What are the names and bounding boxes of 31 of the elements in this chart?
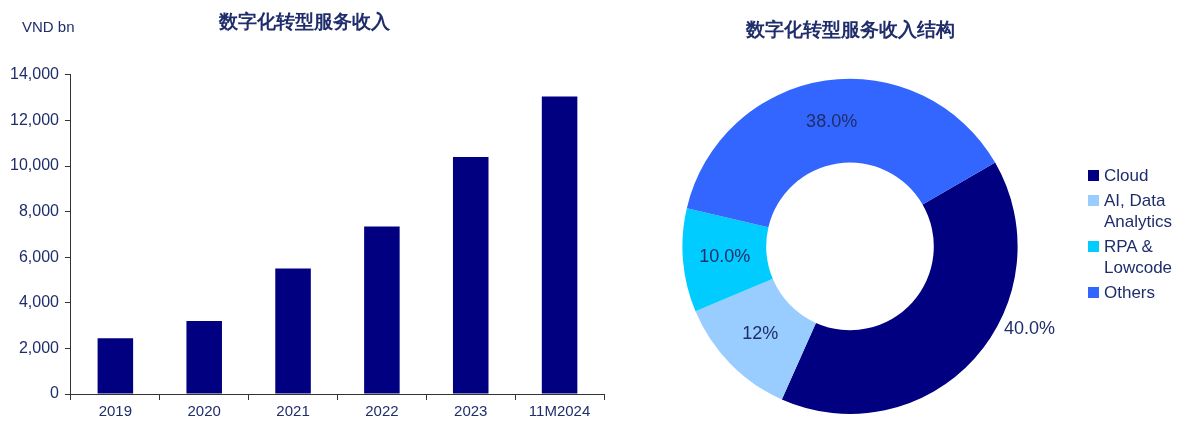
- data-label: 38.0%: [806, 111, 858, 132]
- y-tick-label: 0: [50, 384, 60, 402]
- x-tick-label: 2019: [98, 402, 133, 420]
- data-label: 12%: [742, 323, 779, 344]
- y-tick-label: 8,000: [18, 202, 60, 220]
- legend-label: Cloud: [1104, 165, 1149, 186]
- bar: [275, 268, 311, 394]
- y-tick-label: 2,000: [18, 338, 60, 356]
- legend-label: AI, Data Analytics: [1104, 190, 1174, 232]
- data-label: 10.0%: [699, 245, 751, 266]
- bar: [186, 321, 222, 394]
- bar: [452, 156, 489, 394]
- x-tick-label: 2023: [454, 402, 488, 420]
- x-tick-label: 2022: [365, 402, 399, 420]
- x-tick-label: 2021: [276, 402, 310, 420]
- x-tick-label: 11M2024: [528, 402, 591, 420]
- chart-title: 数字化转型服务收入结构: [744, 18, 955, 41]
- data-label: 40.0%: [1003, 318, 1056, 338]
- legend-label: Others: [1104, 282, 1156, 303]
- y-tick-label: 4,000: [18, 293, 60, 311]
- bar: [97, 338, 134, 394]
- bar: [364, 226, 400, 394]
- y-axis-title: VND bn: [22, 18, 75, 35]
- y-tick-label: 10,000: [10, 156, 60, 174]
- y-tick-label: 6,000: [18, 247, 60, 265]
- y-tick-label: 12,000: [10, 110, 60, 128]
- bar: [541, 96, 578, 394]
- chart-title: 数字化转型服务收入: [217, 10, 391, 33]
- legend-label: RPA & Lowcode: [1104, 236, 1174, 278]
- x-tick-label: 2020: [187, 402, 221, 420]
- y-tick-label: 14,000: [10, 65, 60, 83]
